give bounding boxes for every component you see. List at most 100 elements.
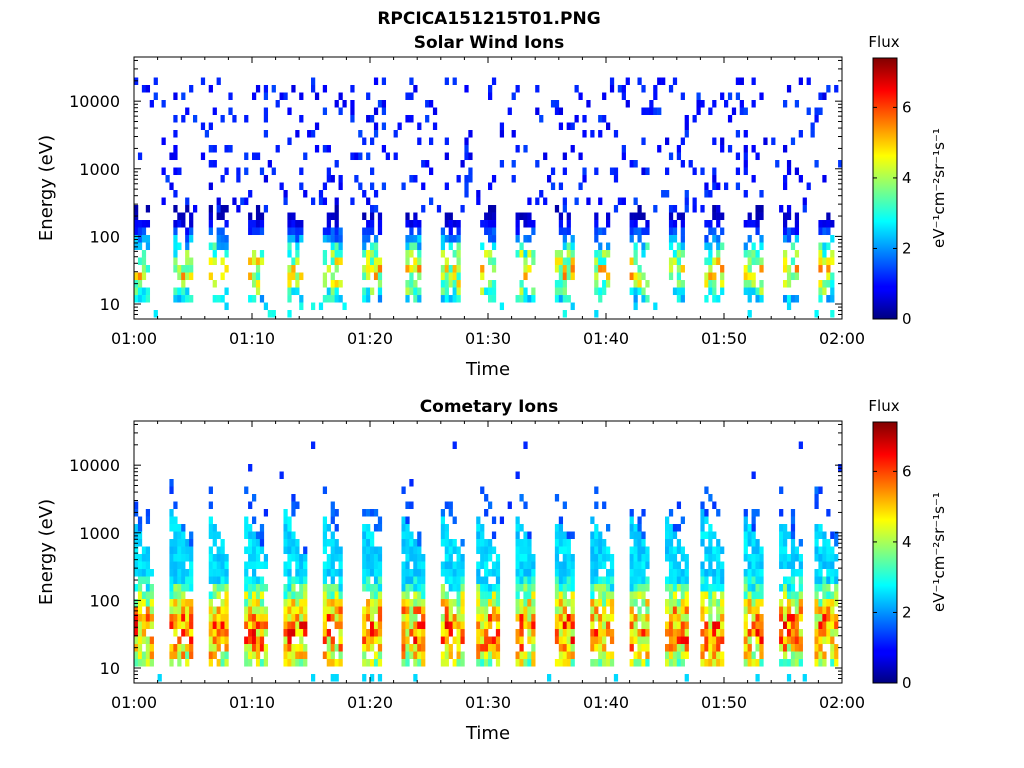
heatmap-cell	[672, 644, 678, 652]
heatmap-cell	[405, 621, 410, 630]
heatmap-cell	[208, 205, 213, 213]
heatmap-cell	[637, 576, 642, 585]
heatmap-cell	[401, 486, 406, 494]
heatmap-cell	[484, 591, 489, 600]
heatmap-cell	[444, 614, 449, 622]
heatmap-cell	[429, 197, 434, 206]
heatmap-cell	[488, 85, 493, 93]
heatmap-cell	[295, 599, 300, 607]
heatmap-cell	[712, 212, 717, 221]
heatmap-cell	[680, 220, 685, 228]
heatmap-cell	[606, 524, 611, 532]
heatmap-cell	[692, 115, 697, 123]
heatmap-cell	[370, 509, 375, 517]
heatmap-cell	[712, 287, 717, 296]
heatmap-cell	[377, 220, 383, 228]
heatmap-cell	[822, 561, 827, 570]
heatmap-cell	[476, 659, 481, 667]
heatmap-cell	[181, 212, 186, 221]
heatmap-cell	[814, 554, 819, 562]
heatmap-cell	[291, 272, 296, 281]
heatmap-cell	[224, 242, 229, 251]
heatmap-cell	[421, 621, 426, 630]
heatmap-cell	[779, 606, 784, 615]
heatmap-cell	[751, 257, 756, 266]
heatmap-cell	[562, 310, 567, 318]
heatmap-cell	[704, 621, 709, 630]
heatmap-cell	[448, 212, 453, 221]
heatmap-cell	[790, 509, 796, 517]
heatmap-cell	[562, 295, 567, 303]
heatmap-cell	[598, 295, 603, 303]
heatmap-cell	[562, 599, 567, 607]
heatmap-cell	[751, 175, 756, 183]
heatmap-cell	[185, 235, 190, 243]
heatmap-cell	[602, 659, 607, 667]
heatmap-cell	[456, 265, 461, 273]
heatmap-cell	[452, 295, 457, 303]
heatmap-cell	[606, 651, 611, 660]
heatmap-cell	[594, 250, 599, 258]
heatmap-cell	[295, 561, 300, 570]
heatmap-cell	[613, 175, 619, 183]
heatmap-cell	[189, 546, 194, 555]
heatmap-cell	[826, 242, 831, 251]
heatmap-cell	[665, 644, 670, 652]
heatmap-cell	[786, 629, 792, 637]
heatmap-cell	[672, 77, 678, 85]
heatmap-cell	[838, 464, 843, 472]
heatmap-cell	[668, 591, 674, 600]
heatmap-cell	[326, 167, 331, 176]
heatmap-cell	[330, 257, 335, 266]
heatmap-cell	[480, 584, 485, 592]
heatmap-cell	[401, 644, 406, 652]
heatmap-cell	[169, 614, 174, 622]
heatmap-cell	[484, 599, 489, 607]
heatmap-cell	[173, 516, 178, 525]
heatmap-cell	[637, 265, 642, 273]
heatmap-cell	[181, 524, 186, 532]
heatmap-cell	[641, 107, 646, 115]
heatmap-cell	[283, 599, 288, 607]
heatmap-cell	[405, 92, 410, 100]
heatmap-cell	[554, 569, 560, 577]
heatmap-cell	[755, 659, 760, 667]
heatmap-cell	[814, 576, 819, 585]
heatmap-cell	[743, 621, 748, 630]
heatmap-cell	[554, 561, 560, 570]
heatmap-cell	[527, 235, 532, 243]
heatmap-cell	[798, 576, 803, 585]
heatmap-cell	[291, 85, 296, 93]
heatmap-cell	[519, 599, 524, 607]
heatmap-cell	[700, 100, 705, 108]
heatmap-cell	[786, 576, 792, 585]
heatmap-cell	[716, 220, 721, 228]
heatmap-cell	[708, 659, 713, 667]
heatmap-cell	[244, 561, 249, 570]
heatmap-cell	[189, 220, 194, 228]
heatmap-cell	[440, 561, 446, 570]
heatmap-cell	[322, 651, 328, 660]
heatmap-cell	[476, 561, 481, 570]
heatmap-cell	[712, 272, 717, 281]
heatmap-cell	[527, 591, 532, 600]
heatmap-cell	[613, 130, 619, 138]
heatmap-cell	[554, 659, 560, 667]
heatmap-cell	[684, 599, 689, 607]
heatmap-cell	[747, 272, 752, 281]
heatmap-cell	[645, 651, 650, 660]
heatmap-cell	[834, 591, 839, 600]
heatmap-cell	[700, 659, 705, 667]
heatmap-cell	[141, 227, 147, 236]
heatmap-cell	[629, 524, 634, 532]
heatmap-cell	[216, 531, 221, 540]
heatmap-cell	[173, 265, 178, 273]
heatmap-cell	[783, 659, 788, 667]
heatmap-cell	[283, 531, 288, 540]
heatmap-cell	[366, 250, 371, 258]
heatmap-cell	[208, 599, 213, 607]
heatmap-cell	[684, 569, 689, 577]
heatmap-cell	[676, 546, 682, 555]
heatmap-cell	[566, 599, 571, 607]
